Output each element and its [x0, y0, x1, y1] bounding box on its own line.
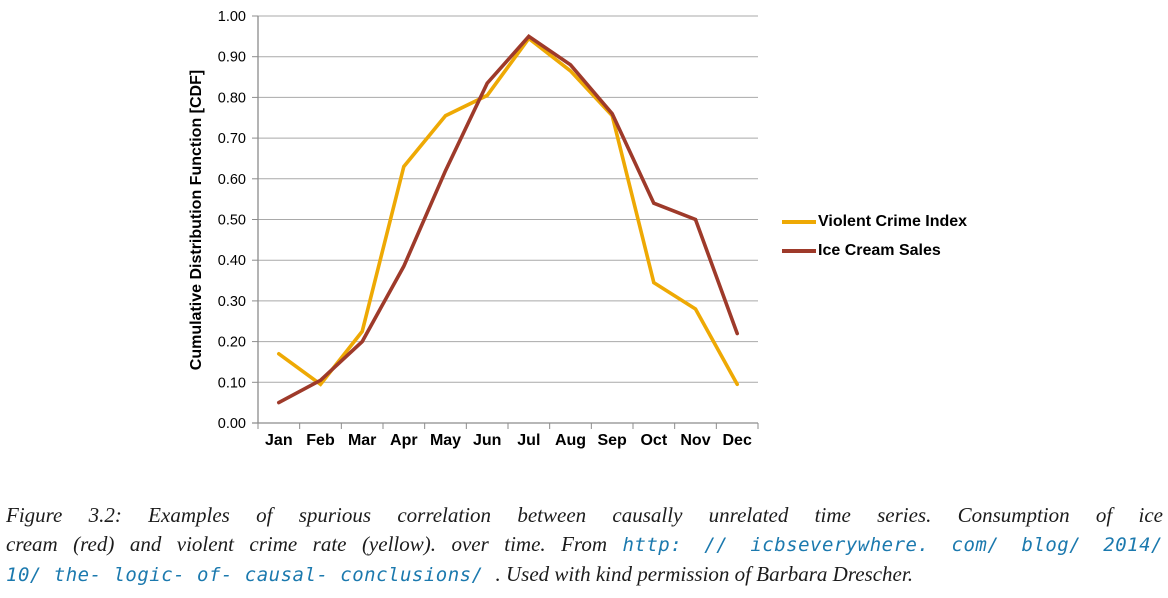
legend-label: Ice Cream Sales [818, 242, 941, 259]
caption-text-1: Figure 3.2: Examples of spurious correla… [6, 503, 1163, 527]
x-tick-label: Jul [517, 432, 540, 449]
legend-item-violent-crime-index: Violent Crime Index [782, 212, 967, 232]
caption-line-1: Figure 3.2: Examples of spurious correla… [6, 501, 1163, 530]
caption-text-2: cream (red) and violent crime rate (yell… [6, 532, 623, 556]
y-tick-label: 0.70 [218, 131, 246, 147]
x-tick-label: Sep [597, 432, 627, 449]
x-tick-label: Jan [265, 432, 293, 449]
series-line-ice-cream-sales [276, 34, 740, 405]
x-tick-label: Mar [348, 432, 376, 449]
x-tick-label: Aug [555, 432, 586, 449]
x-tick-label: May [430, 432, 461, 449]
chart-canvas: 0.00 0.10 0.20 0.30 0.40 0.50 0.60 0.70 0.80 0.90… [188, 9, 759, 449]
legend-swatch-icon [782, 220, 816, 224]
cdf-line-chart: 0.00 0.10 0.20 0.30 0.40 0.50 0.60 0.70 0.80 0.90… [188, 9, 967, 449]
caption-url-link-part2[interactable]: 10/ the- logic- of- causal- conclusions/ [6, 564, 496, 586]
x-tick-label: Jun [473, 432, 501, 449]
legend-swatch-icon [782, 249, 816, 253]
caption-line-3: 10/ the- logic- of- causal- conclusions/… [6, 560, 1163, 590]
caption-line-2: cream (red) and violent crime rate (yell… [6, 530, 1163, 560]
chart-legend: Violent Crime Index Ice Cream Sales [782, 212, 967, 261]
figure-caption: Figure 3.2: Examples of spurious correla… [6, 501, 1163, 590]
x-tick-label: Oct [640, 432, 667, 449]
y-axis-title: Cumulative Distribution Function [CDF] [188, 70, 205, 370]
caption-text-3: . Used with kind permission of Barbara D… [495, 562, 913, 586]
x-tick-label: Nov [680, 432, 710, 449]
y-tick-label: 1.00 [218, 9, 246, 25]
y-tick-label: 0.20 [218, 335, 246, 351]
y-tick-label: 0.90 [218, 50, 246, 66]
x-tick-label: Feb [306, 432, 335, 449]
y-tick-label: 0.30 [218, 294, 246, 310]
x-tick-label: Apr [390, 432, 418, 449]
series-line-violent-crime-index [276, 35, 740, 387]
y-tick-label: 0.00 [218, 416, 246, 432]
y-tick-label: 0.80 [218, 90, 246, 106]
y-tick-label: 0.10 [218, 375, 246, 391]
legend-item-ice-cream-sales: Ice Cream Sales [782, 241, 967, 261]
legend-label: Violent Crime Index [818, 213, 968, 230]
y-tick-label: 0.50 [218, 213, 246, 229]
y-tick-label: 0.40 [218, 253, 246, 269]
caption-url-link-part1[interactable]: http: // icbseverywhere. com/ blog/ 2014… [622, 534, 1163, 556]
x-tick-label: Dec [722, 432, 751, 449]
y-tick-label: 0.60 [218, 172, 246, 188]
